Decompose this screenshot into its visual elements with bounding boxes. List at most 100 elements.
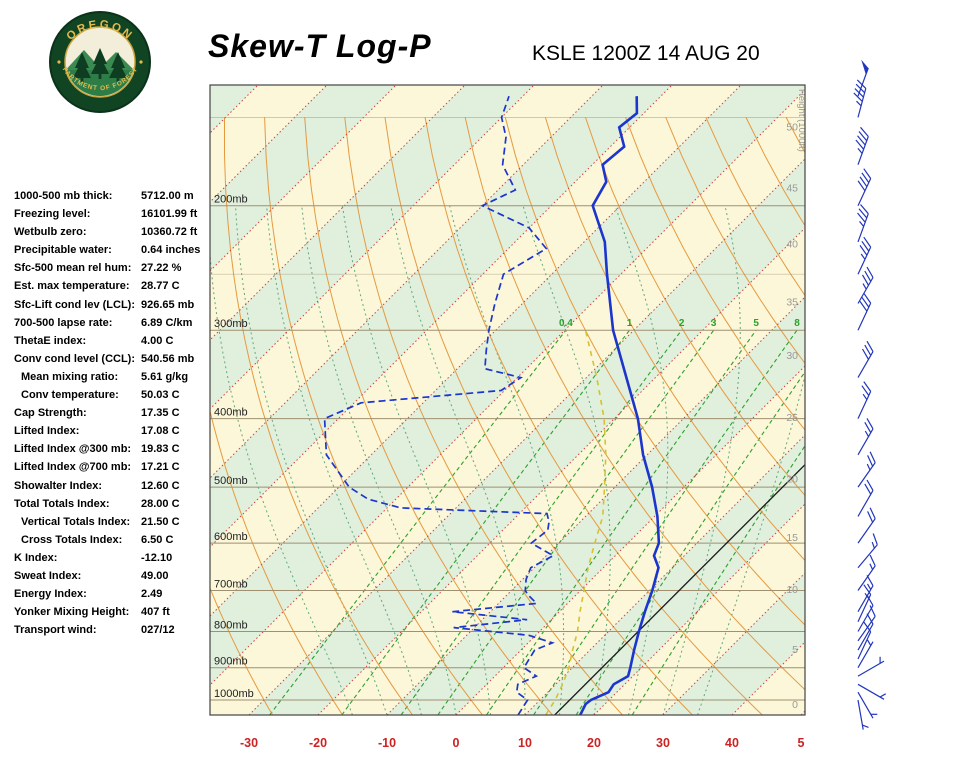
index-row: Sweat Index: 49.00	[14, 567, 212, 585]
index-row: Cross Totals Index: 6.50 C	[14, 531, 212, 549]
pressure-labels: 200mb 300mb 400mb 500mb 600mb 700mb 800mb 900mb…	[214, 194, 254, 700]
index-row: Lifted Index @700 mb: 17.21 C	[14, 458, 212, 476]
index-value: 21.50 C	[141, 515, 180, 528]
index-label: Freezing level:	[14, 208, 91, 221]
index-value: 5.61 g/kg	[141, 370, 189, 383]
svg-text:-30: -30	[240, 736, 258, 750]
index-row: Vertical Totals Index: 21.50 C	[14, 513, 212, 531]
svg-text:5: 5	[753, 318, 759, 329]
index-value: 50.03 C	[141, 389, 180, 402]
index-value: 540.56 mb	[141, 352, 195, 365]
index-value: 10360.72 ft	[141, 226, 198, 239]
logo-dot-left	[57, 60, 61, 64]
index-label: Lifted Index @300 mb:	[14, 443, 132, 456]
svg-text:Height (1000ft): Height (1000ft)	[796, 89, 807, 152]
height-scale: 0 5 10 15 20 25 30 35 40 45 50	[786, 121, 798, 711]
index-row: Yonker Mixing Height: 407 ft	[14, 603, 212, 621]
svg-text:1: 1	[627, 318, 633, 329]
wind-barb	[857, 451, 876, 488]
mixing-ratio-lines	[269, 329, 805, 715]
svg-text:0.4: 0.4	[559, 318, 573, 329]
index-label: Sfc-Lift cond lev (LCL):	[14, 298, 135, 311]
index-value: 407 ft	[141, 606, 170, 619]
wind-barb	[857, 479, 874, 517]
chart-border	[209, 84, 806, 716]
svg-text:20: 20	[587, 736, 601, 750]
wind-barb	[857, 292, 872, 331]
index-value: 6.89 C/km	[141, 316, 193, 329]
mixing-ratio-labels: 0.4 1 2 3 5 8	[559, 318, 800, 329]
index-value: 0.64 inches	[141, 244, 201, 257]
index-label: Precipitable water:	[14, 244, 112, 257]
index-label: Est. max temperature:	[14, 280, 130, 293]
index-value: 17.21 C	[141, 461, 180, 474]
isotherms	[210, 85, 805, 715]
index-label: Yonker Mixing Height:	[14, 606, 130, 619]
index-label: Cap Strength:	[14, 407, 87, 420]
svg-text:300mb: 300mb	[214, 318, 248, 330]
wind-barb	[857, 639, 874, 668]
dewpoint-trace	[323, 95, 555, 715]
svg-text:-10: -10	[378, 736, 396, 750]
wind-barb	[857, 656, 885, 677]
station-time-label: KSLE 1200Z 14 AUG 20	[532, 42, 760, 65]
index-row: ThetaE index: 4.00 C	[14, 332, 212, 350]
index-value: 49.00	[141, 569, 169, 582]
index-row: Freezing level: 16101.99 ft	[14, 205, 212, 223]
wind-barb-column	[853, 59, 886, 730]
index-label: Lifted Index:	[14, 425, 80, 438]
index-label: K Index:	[14, 551, 58, 564]
index-value: 19.83 C	[141, 443, 180, 456]
svg-text:30: 30	[656, 736, 670, 750]
svg-text:8: 8	[794, 318, 800, 329]
index-row: Conv cond level (CCL): 540.56 mb	[14, 350, 212, 368]
index-value: 17.08 C	[141, 425, 180, 438]
svg-text:1000mb: 1000mb	[214, 688, 254, 700]
wind-barb	[857, 683, 886, 700]
index-label: Sfc-500 mean rel hum:	[14, 262, 132, 275]
index-label: Cross Totals Index:	[21, 533, 123, 546]
wind-barb	[857, 266, 874, 304]
index-row: 700-500 lapse rate: 6.89 C/km	[14, 314, 212, 332]
index-label: 1000-500 mb thick:	[14, 190, 113, 202]
index-value: 17.35 C	[141, 407, 180, 420]
svg-text:700mb: 700mb	[214, 579, 248, 591]
index-label: Mean mixing ratio:	[21, 370, 119, 383]
wind-barb	[855, 126, 869, 165]
indices-panel: 1000-500 mb thick: 5712.00 m Freezing leve…	[14, 187, 212, 639]
svg-text:30: 30	[786, 350, 798, 362]
svg-text:10: 10	[518, 736, 532, 750]
index-row: Wetbulb zero: 10360.72 ft	[14, 223, 212, 241]
wind-barb	[857, 168, 872, 206]
page-title: Skew-T Log-P	[208, 28, 432, 64]
svg-text:2: 2	[679, 318, 685, 329]
svg-text:25: 25	[786, 412, 798, 424]
wind-barb	[857, 236, 872, 275]
svg-text:50: 50	[786, 121, 798, 133]
svg-text:-20: -20	[309, 736, 327, 750]
svg-text:15: 15	[786, 532, 798, 544]
svg-text:10: 10	[786, 584, 798, 596]
wind-barb	[857, 533, 878, 569]
svg-text:35: 35	[786, 296, 798, 308]
moist-adiabats	[210, 205, 805, 715]
index-row: Transport wind: 027/12	[14, 621, 212, 639]
index-row: Cap Strength: 17.35 C	[14, 404, 212, 422]
svg-text:40: 40	[786, 239, 798, 251]
temp-axis-labels: -30 -20 -10 0 10 20 30 40 5	[240, 736, 805, 750]
wind-barb	[857, 59, 869, 97]
wind-barb	[857, 204, 869, 243]
index-value: 027/12	[141, 624, 175, 637]
index-row: K Index: -12.10	[14, 549, 212, 567]
wind-barb	[857, 340, 874, 378]
index-label: Transport wind:	[14, 624, 97, 637]
wind-barb	[857, 381, 872, 419]
svg-text:400mb: 400mb	[214, 407, 248, 419]
sounding-traces	[323, 95, 661, 715]
index-label: Conv cond level (CCL):	[14, 352, 136, 365]
index-row: Sfc-Lift cond lev (LCL): 926.65 mb	[14, 296, 212, 314]
index-label: Wetbulb zero:	[14, 226, 87, 239]
svg-text:600mb: 600mb	[214, 531, 248, 543]
